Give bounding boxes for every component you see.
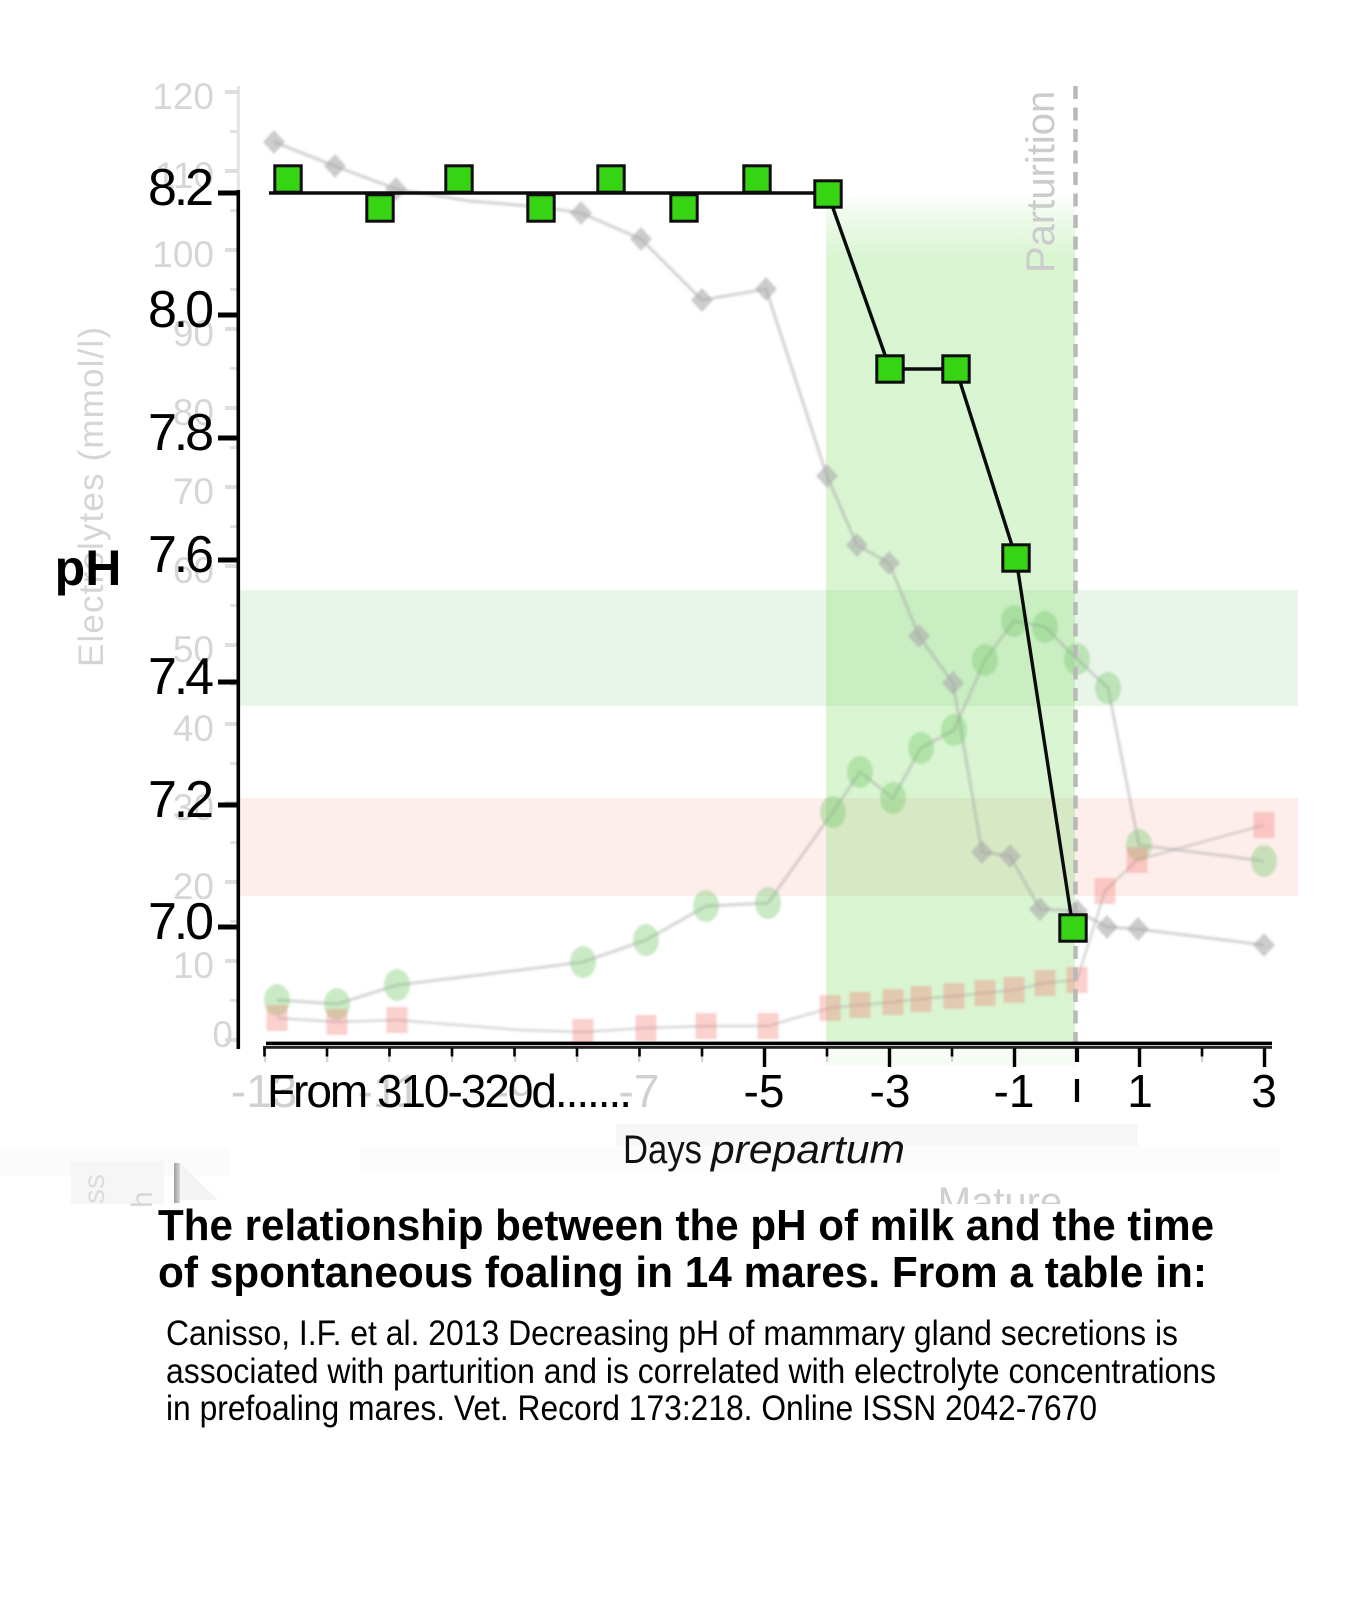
- svg-text:20: 20: [173, 866, 214, 907]
- svg-text:of spontaneous foaling in 14 m: of spontaneous foaling in 14 mares. From…: [158, 1248, 1207, 1297]
- svg-text:Days: Days: [623, 1128, 702, 1172]
- svg-text:ss: ss: [78, 1174, 111, 1204]
- svg-text:10: 10: [173, 945, 214, 986]
- svg-text:-9: -9: [494, 1065, 535, 1117]
- svg-text:-5: -5: [744, 1065, 785, 1117]
- svg-text:8.0: 8.0: [148, 281, 214, 339]
- svg-text:Electrolytes (mmol/l): Electrolytes (mmol/l): [72, 327, 111, 667]
- svg-text:120: 120: [152, 76, 214, 117]
- svg-text:h: h: [126, 1191, 159, 1208]
- svg-text:7.0: 7.0: [148, 893, 214, 951]
- svg-text:-3: -3: [870, 1065, 911, 1117]
- svg-text:-13: -13: [231, 1065, 297, 1117]
- svg-text:70: 70: [173, 471, 214, 512]
- svg-text:110: 110: [155, 155, 214, 196]
- svg-text:prepartum: prepartum: [710, 1128, 905, 1172]
- svg-text:Mature: Mature: [938, 1180, 1063, 1224]
- svg-text:7.6: 7.6: [148, 526, 214, 584]
- svg-text:7.4: 7.4: [148, 648, 214, 706]
- svg-text:80: 80: [173, 392, 214, 433]
- svg-text:30: 30: [173, 787, 214, 828]
- svg-text:7.2: 7.2: [148, 771, 214, 829]
- svg-text:8.2: 8.2: [148, 159, 214, 217]
- svg-text:1: 1: [1127, 1065, 1153, 1117]
- svg-text:7.8: 7.8: [148, 404, 214, 462]
- svg-text:The relationship between the p: The relationship between the pH of milk …: [158, 1201, 1214, 1250]
- svg-text:0: 0: [212, 1014, 233, 1055]
- svg-text:From 310-320d.......: From 310-320d.......: [267, 1065, 632, 1117]
- svg-text:pH: pH: [55, 540, 122, 596]
- svg-text:100: 100: [152, 234, 214, 275]
- svg-text:3: 3: [1251, 1065, 1277, 1117]
- svg-text:-1: -1: [994, 1065, 1035, 1117]
- svg-text:Parturition: Parturition: [1019, 91, 1063, 273]
- svg-text:in prefoaling mares. Vet. Reco: in prefoaling mares. Vet. Record 173:218…: [166, 1389, 1097, 1428]
- svg-text:-7: -7: [619, 1065, 660, 1117]
- svg-text:-11: -11: [357, 1065, 420, 1117]
- svg-text:50: 50: [173, 629, 214, 670]
- svg-text:90: 90: [173, 313, 214, 354]
- svg-text:60: 60: [173, 550, 214, 591]
- svg-text:Canisso, I.F. et al. 2013 Decr: Canisso, I.F. et al. 2013 Decreasing pH …: [166, 1314, 1178, 1353]
- svg-text:associated with parturition an: associated with parturition and is corre…: [166, 1352, 1216, 1391]
- svg-text:40: 40: [173, 708, 214, 749]
